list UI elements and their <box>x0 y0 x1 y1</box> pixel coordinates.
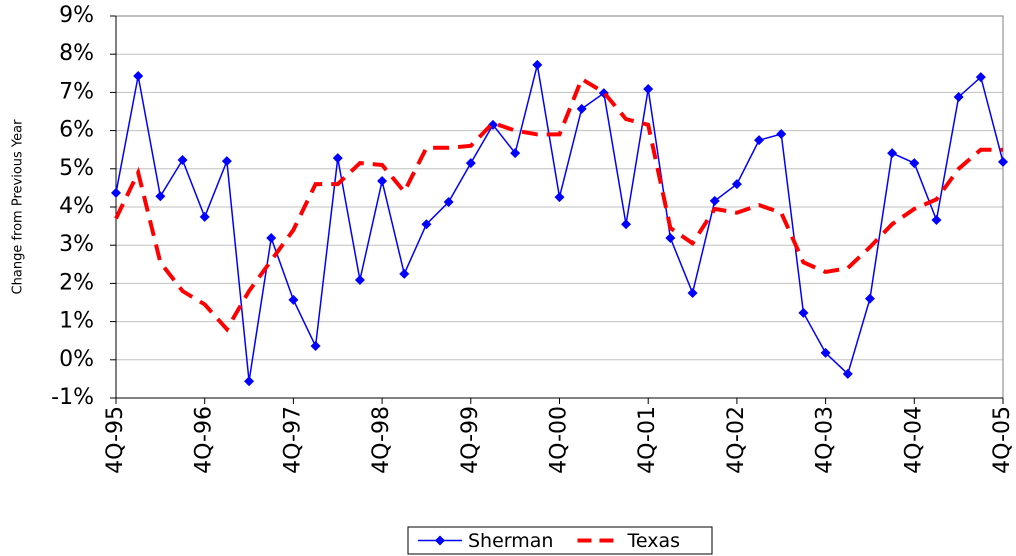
point-marker <box>909 158 920 169</box>
point-marker <box>731 179 742 190</box>
point-marker <box>931 214 942 225</box>
point-marker <box>842 368 853 379</box>
x-tick-label: 4Q-98 <box>369 406 394 474</box>
point-marker <box>133 70 144 81</box>
point-marker <box>421 219 432 230</box>
point-marker <box>953 91 964 102</box>
point-marker <box>221 156 232 167</box>
point-marker <box>465 158 476 169</box>
x-tick-label: 4Q-03 <box>813 406 838 474</box>
point-marker <box>709 195 720 206</box>
y-tick-label: 1% <box>59 309 94 334</box>
point-marker <box>998 156 1008 167</box>
point-marker <box>576 103 587 114</box>
point-marker <box>443 197 454 208</box>
y-tick-label: 0% <box>59 347 94 372</box>
point-marker <box>554 192 565 203</box>
point-marker <box>621 219 632 230</box>
y-tick-label: 9% <box>59 3 94 28</box>
point-marker <box>310 341 321 352</box>
x-tick-label: 4Q-97 <box>280 406 305 474</box>
point-marker <box>510 148 521 159</box>
y-axis-label: Change from Previous Year <box>11 119 26 295</box>
point-marker <box>798 307 809 318</box>
legend-label: Texas <box>626 530 680 552</box>
legend-label: Sherman <box>468 530 553 552</box>
point-marker <box>244 376 255 387</box>
x-tick-label: 4Q-04 <box>901 406 926 474</box>
x-tick-label: 4Q-00 <box>547 406 572 474</box>
x-tick-label: 4Q-95 <box>103 406 128 474</box>
x-tick-label: 4Q-96 <box>192 406 217 474</box>
y-tick-label: 8% <box>59 41 94 66</box>
legend-marker <box>435 535 445 546</box>
point-marker <box>199 211 210 222</box>
y-tick-label: -1% <box>51 385 94 410</box>
y-tick-label: 2% <box>59 270 94 295</box>
y-tick-label: 4% <box>59 194 94 219</box>
point-marker <box>864 293 875 304</box>
y-tick-label: 5% <box>59 156 94 181</box>
y-tick-label: 6% <box>59 118 94 143</box>
point-marker <box>111 187 121 198</box>
x-tick-label: 4Q-02 <box>724 406 749 474</box>
point-marker <box>399 268 410 279</box>
series-line <box>114 76 1003 333</box>
point-marker <box>887 148 898 159</box>
point-marker <box>377 176 388 187</box>
point-marker <box>754 135 765 146</box>
point-marker <box>332 153 343 164</box>
y-tick-label: 3% <box>59 232 94 257</box>
point-marker <box>155 191 166 202</box>
point-marker <box>354 274 365 285</box>
x-tick-label: 4Q-01 <box>635 406 660 474</box>
point-marker <box>975 72 986 83</box>
point-marker <box>288 294 299 305</box>
x-tick-label: 4Q-99 <box>458 406 483 474</box>
series-line <box>115 64 1004 382</box>
point-marker <box>687 287 698 298</box>
point-marker <box>643 83 654 94</box>
point-marker <box>266 232 277 243</box>
point-marker <box>177 155 188 166</box>
point-marker <box>776 129 787 140</box>
point-marker <box>665 232 676 243</box>
point-marker <box>820 347 831 358</box>
y-tick-label: 7% <box>59 79 94 104</box>
point-marker <box>532 59 543 70</box>
x-tick-label: 4Q-05 <box>990 406 1015 474</box>
